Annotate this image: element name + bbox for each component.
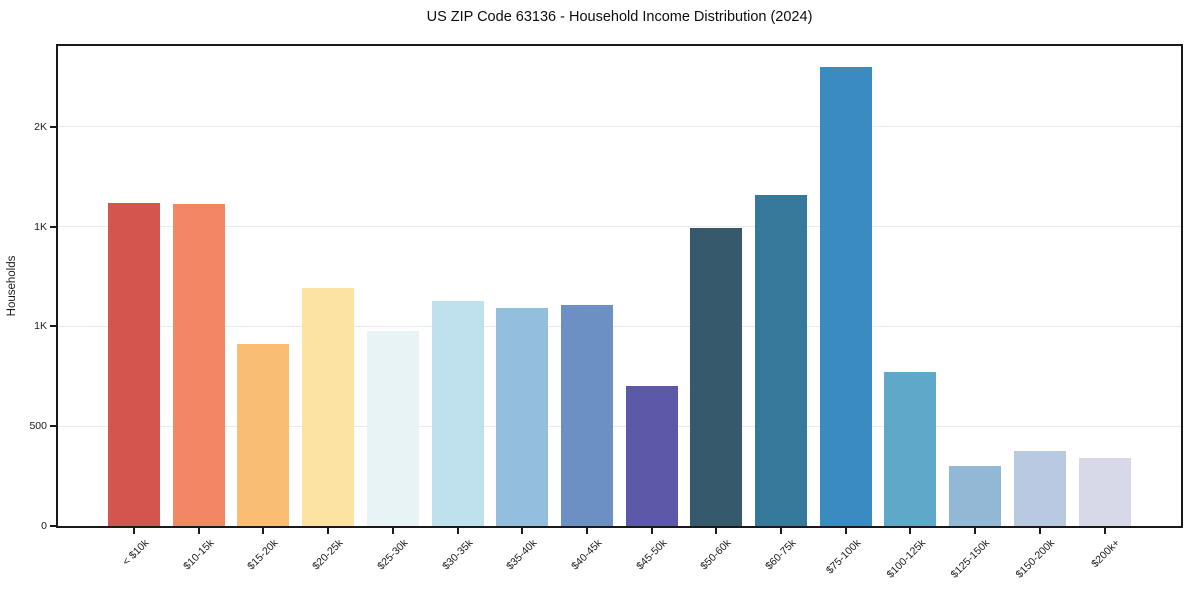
x-tick-mark xyxy=(456,528,459,534)
x-tick-mark xyxy=(974,528,977,534)
x-tick-mark xyxy=(585,528,588,534)
x-tick-label: $150-200k xyxy=(1013,537,1058,581)
bar xyxy=(302,288,355,526)
y-tick-label: 500 xyxy=(29,420,47,433)
y-tick-mark xyxy=(50,525,56,527)
x-tick-label: $10-15k xyxy=(180,537,217,573)
x-tick-label: $50-60k xyxy=(698,537,734,573)
x-tick-mark xyxy=(262,528,265,534)
x-tick-label: $40-45k xyxy=(569,537,605,573)
bar xyxy=(496,308,549,526)
x-tick-mark xyxy=(909,528,912,534)
x-tick-mark xyxy=(650,528,653,534)
gridline xyxy=(58,325,1181,327)
bar xyxy=(237,344,290,526)
x-tick-label: $15-20k xyxy=(245,537,281,573)
x-tick-mark xyxy=(327,528,330,534)
x-tick-mark xyxy=(715,528,718,534)
bar xyxy=(949,466,1002,526)
x-tick-mark xyxy=(133,528,135,534)
x-tick-mark xyxy=(197,528,200,534)
bar xyxy=(755,195,807,526)
bar xyxy=(366,331,419,526)
gridlines-layer xyxy=(58,45,1181,526)
bar xyxy=(560,305,613,526)
gridline xyxy=(58,126,1181,128)
x-tick-label: $125-150k xyxy=(949,537,993,581)
y-tick-label: 2K xyxy=(34,120,47,133)
bar xyxy=(884,372,937,526)
y-tick-label: 1K xyxy=(34,320,47,333)
y-tick-mark xyxy=(50,425,56,428)
x-tick-label: < $10k xyxy=(120,537,152,568)
x-tick-mark xyxy=(1038,528,1041,534)
bar xyxy=(172,204,225,526)
x-tick-label: $20-25k xyxy=(310,537,346,573)
gridline xyxy=(58,226,1181,228)
x-tick-label: $100-125k xyxy=(884,537,928,581)
x-tick-label: $35-40k xyxy=(504,537,540,573)
y-tick-label: 1K xyxy=(34,220,47,233)
y-axis-label: Households xyxy=(6,255,18,317)
bar xyxy=(108,203,160,526)
y-tick-mark xyxy=(50,125,56,128)
x-tick-label: $30-35k xyxy=(439,537,475,573)
y-tick-mark xyxy=(50,325,56,328)
x-tick-mark xyxy=(780,528,782,534)
chart-title: US ZIP Code 63136 - Household Income Dis… xyxy=(426,9,813,25)
x-tick-label: $60-75k xyxy=(763,537,799,573)
x-tick-label: $45-50k xyxy=(633,537,670,573)
bar xyxy=(431,301,484,526)
gridline xyxy=(58,425,1181,427)
bar xyxy=(690,228,743,526)
bar xyxy=(819,67,872,526)
bar xyxy=(1078,458,1131,526)
x-tick-mark xyxy=(844,528,847,534)
x-tick-label: $25-30k xyxy=(374,537,411,573)
x-tick-mark xyxy=(521,528,524,534)
bars-layer xyxy=(58,45,1181,526)
x-tick-label: $75-100k xyxy=(823,537,864,577)
bar xyxy=(625,386,678,526)
bar xyxy=(1013,451,1066,526)
y-tick-mark xyxy=(50,225,56,228)
x-tick-mark xyxy=(1103,528,1106,534)
y-tick-label: 0 xyxy=(41,520,47,532)
x-tick-label: $200k+ xyxy=(1088,537,1122,571)
x-tick-mark xyxy=(391,528,394,534)
